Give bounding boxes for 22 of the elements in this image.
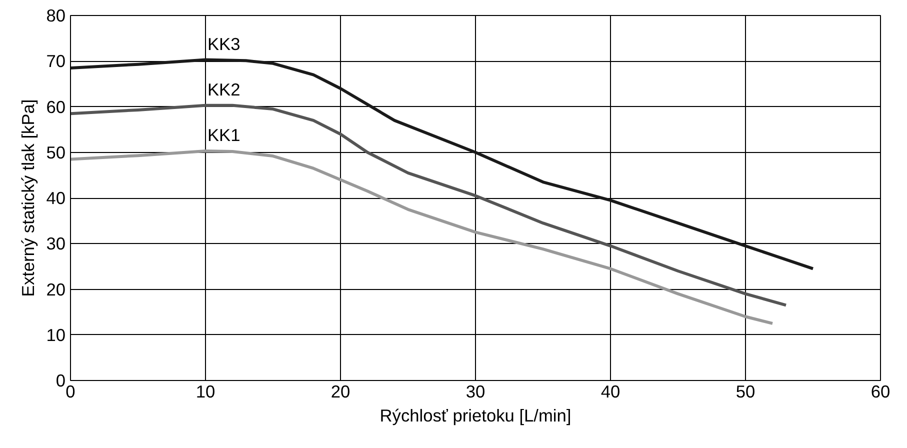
series-label: KK3: [208, 34, 240, 54]
x-axis-title: Rýchlosť prietoku [L/min]: [380, 406, 572, 426]
line-series: [70, 104, 788, 307]
y-axis-title: Externý statický tlak [kPa]: [18, 99, 38, 297]
x-tick-label: 50: [736, 382, 756, 402]
y-tick-label: 60: [46, 96, 66, 117]
y-tick-label: 40: [46, 188, 66, 208]
y-tick-label: 80: [46, 6, 66, 26]
x-tick-label: 60: [870, 382, 890, 402]
y-tick-label: 70: [46, 51, 66, 72]
series-label: KK2: [208, 79, 240, 100]
y-tick-label: 30: [46, 234, 66, 254]
y-tick-label: 20: [46, 279, 66, 300]
x-tick-label: 30: [466, 382, 486, 402]
line-series: [70, 58, 814, 270]
x-tick-label: 40: [600, 382, 620, 402]
line-series: [70, 150, 774, 325]
series-label: KK1: [208, 125, 240, 146]
x-tick-label: 10: [196, 382, 216, 402]
y-tick-label: 10: [46, 324, 66, 345]
y-tick-label: 50: [46, 142, 66, 162]
x-tick-label: 20: [330, 382, 350, 402]
